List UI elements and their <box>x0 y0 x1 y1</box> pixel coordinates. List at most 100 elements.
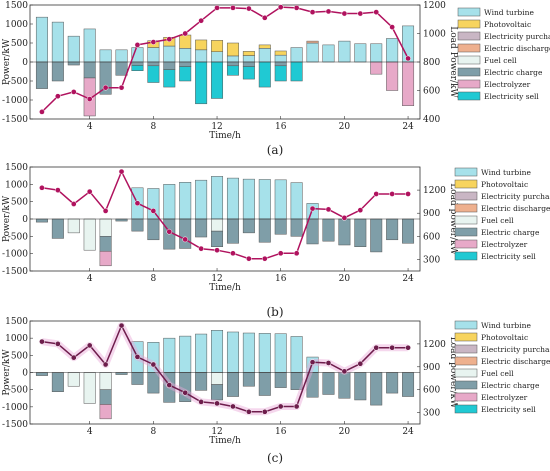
panel-3-xtick-label: 8 <box>151 427 157 437</box>
bar-electric-charge-h24 <box>402 218 415 244</box>
panel-1-load-point-h5 <box>102 84 109 91</box>
panel-2-load-point-h18 <box>309 205 316 212</box>
panel-2-xtick-label: 24 <box>402 274 414 284</box>
bar-wind-turbine-h16 <box>274 333 287 373</box>
legend-label-electrolyzer: Electrolyzer <box>484 80 531 89</box>
bar-wind-turbine-h6 <box>115 49 128 63</box>
bar-fuel-cell-h12 <box>211 372 224 385</box>
panel-1-xtick-label: 12 <box>211 122 222 132</box>
panel-2-ytick-label: 500 <box>11 198 28 208</box>
legend-swatch-photovoltaic <box>457 19 481 29</box>
panel-3-load-point-h19 <box>325 360 332 366</box>
panel-3-xtick-label: 20 <box>339 427 351 437</box>
bar-electric-charge-h3 <box>67 61 80 66</box>
panel-2-load-point-h22 <box>373 191 380 197</box>
bar-electric-charge-h6 <box>115 218 128 222</box>
panel-1-ytick-label: -1000 <box>2 96 28 106</box>
panel-1-load-point-h12 <box>214 5 220 11</box>
legend-swatch-electrolyzer <box>454 392 478 402</box>
panel-1-chart: -1500 -1000 -500 0 500 1000 1500 400 600 800 1000 1… <box>2 1 550 157</box>
panel-2-xtick-label: 12 <box>211 274 222 284</box>
panel-1-y2label: Load Power/kW <box>448 26 458 98</box>
panel-3-legend: Wind turbine Photovoltaic Electricity purc… <box>454 320 550 414</box>
bar-fuel-cell-h12 <box>211 218 224 232</box>
panel-2-xtick-label: 16 <box>275 274 287 284</box>
panel-3-load-line <box>41 324 409 413</box>
legend-swatch-wind-turbine <box>454 167 478 177</box>
panel-3-load-point-h21 <box>357 360 364 367</box>
panel-3-load-point-h8 <box>150 361 157 368</box>
panel-1-xlabel: Time/h <box>209 131 241 141</box>
panel-2-load-point-h11 <box>198 245 204 252</box>
bar-electricity-sell-h14 <box>242 66 255 80</box>
panel-3-ytick-label: -500 <box>8 386 28 396</box>
panel-1-load-point-h10 <box>182 30 189 37</box>
bar-photovoltaic-h10 <box>179 34 192 49</box>
bar-wind-turbine-h1 <box>35 16 48 63</box>
legend-label-electric-discharge: Electric discharge <box>481 357 550 366</box>
panel-2-load-point-h9 <box>166 228 173 235</box>
bar-electrolyzer-h24 <box>402 61 415 106</box>
panel-2-label: (b) <box>266 305 283 319</box>
panel-3-load-point-h23 <box>389 344 395 351</box>
panel-1-load-point-h2 <box>55 93 61 100</box>
bar-electric-charge-h5 <box>99 236 112 252</box>
bar-wind-turbine-h17 <box>290 336 303 373</box>
legend-label-electricity-purchase: Electricity purchase <box>481 345 550 354</box>
panel-2-ylabel: Power/kW <box>2 195 12 242</box>
panel-1-label: (a) <box>267 143 284 157</box>
bar-electric-charge-h12 <box>211 230 224 247</box>
bar-electric-charge-h7 <box>131 372 144 385</box>
panel-3-load-point-h4 <box>86 342 93 349</box>
bar-electric-charge-h7 <box>131 61 144 66</box>
bar-electric-charge-h23 <box>386 372 399 394</box>
bar-electricity-sell-h7 <box>131 65 144 71</box>
legend-label-electric-discharge: Electric discharge <box>484 44 550 53</box>
panel-1-y2tick-label: 1000 <box>423 30 446 40</box>
bar-electric-charge-h8 <box>147 372 160 394</box>
bar-electric-charge-h23 <box>386 218 399 241</box>
bar-wind-turbine-h16 <box>274 54 287 63</box>
panel-2-load-point-h13 <box>230 250 236 257</box>
panel-2-load-point-h8 <box>150 208 157 214</box>
panel-2-load-point-h19 <box>325 206 332 213</box>
panel-3-load-point-h20 <box>341 368 348 375</box>
bar-wind-turbine-h5 <box>99 49 112 63</box>
bar-electric-charge-h19 <box>322 372 335 395</box>
bar-electric-charge-h2 <box>51 218 64 239</box>
panel-1-load-point-h11 <box>198 17 204 24</box>
bar-electric-charge-h16 <box>274 372 287 388</box>
bar-electric-charge-h13 <box>226 372 239 397</box>
legend-swatch-electric-discharge <box>454 203 478 213</box>
panel-1-load-point-h14 <box>246 5 252 12</box>
bar-electric-charge-h20 <box>338 218 351 246</box>
bar-electric-charge-h2 <box>51 61 64 82</box>
legend-swatch-electric-charge <box>454 380 478 390</box>
legend-label-electrolyzer: Electrolyzer <box>481 393 528 402</box>
panel-1-load-point-h9 <box>166 36 173 43</box>
panel-3-ylabel: Power/kW <box>2 349 12 396</box>
legend-swatch-electricity-sell <box>457 91 481 101</box>
panel-3-load-line-glow <box>41 322 409 416</box>
bar-electricity-sell-h13 <box>226 65 239 76</box>
panel-2-load-point-h10 <box>182 236 189 243</box>
bar-photovoltaic-h15 <box>258 44 271 49</box>
panel-3-load-point-h6 <box>118 322 125 329</box>
bar-photovoltaic-h16 <box>274 50 287 56</box>
bar-electrolyzer-h5 <box>99 250 112 267</box>
panel-1-ytick-label: 500 <box>11 39 28 49</box>
panel-2-ytick-label: 1000 <box>5 180 28 190</box>
panel-1-load-point-h7 <box>134 42 141 48</box>
bar-electric-charge-h10 <box>179 61 192 67</box>
panel-1-load-point-h24 <box>405 55 411 62</box>
panel-1-ytick-label: -500 <box>8 77 28 87</box>
panel-1-y2tick-label: 600 <box>423 87 440 97</box>
legend-swatch-electrolyzer <box>457 79 481 89</box>
bar-wind-turbine-h21 <box>354 43 367 63</box>
legend-label-electricity-purchase: Electricity purchase <box>484 32 550 41</box>
bar-photovoltaic-h11 <box>195 39 208 51</box>
panel-2-chart: -1500 -1000 -500 0 500 1000 1500 300 600 900 1200 4… <box>2 163 550 319</box>
bar-electric-charge-h10 <box>179 218 192 249</box>
panel-1-legend: Wind turbine Photovoltaic Electricity purc… <box>457 7 550 101</box>
bar-electric-charge-h1 <box>35 372 48 376</box>
